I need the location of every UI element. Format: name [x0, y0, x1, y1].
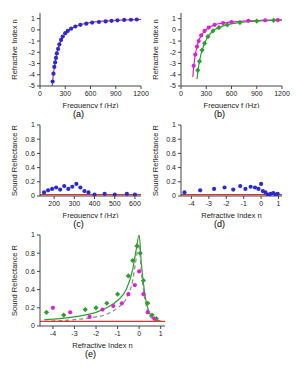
svg-text:0: 0	[172, 26, 176, 33]
svg-text:500: 500	[109, 200, 121, 207]
svg-text:0: 0	[31, 192, 35, 199]
svg-text:Refractive Index n: Refractive Index n	[72, 341, 132, 348]
svg-text:0.6: 0.6	[25, 268, 35, 275]
svg-text:0.6: 0.6	[25, 150, 35, 157]
svg-text:-1: -1	[114, 330, 120, 337]
svg-text:-4: -4	[188, 200, 194, 207]
svg-text:0.2: 0.2	[25, 304, 35, 311]
svg-text:-3: -3	[170, 60, 176, 67]
svg-text:Refractive Index n: Refractive Index n	[151, 19, 160, 79]
svg-text:1200: 1200	[274, 90, 290, 97]
html-text:(d): (d)	[214, 219, 225, 229]
svg-text:0: 0	[179, 90, 183, 97]
svg-text:-4: -4	[50, 330, 56, 337]
svg-text:1: 1	[172, 15, 176, 22]
svg-text:0: 0	[259, 200, 263, 207]
svg-text:0: 0	[172, 192, 176, 199]
svg-text:1: 1	[172, 121, 176, 128]
svg-text:0.2: 0.2	[25, 178, 35, 185]
svg-text:0.8: 0.8	[25, 136, 35, 143]
svg-text:-3: -3	[29, 60, 35, 67]
svg-text:0.2: 0.2	[166, 178, 176, 185]
svg-text:0: 0	[137, 330, 141, 337]
svg-text:-3: -3	[206, 200, 212, 207]
svg-text:0: 0	[38, 90, 42, 97]
html-text:(c): (c)	[73, 219, 84, 229]
svg-text:-2: -2	[170, 49, 176, 56]
svg-text:1: 1	[277, 200, 281, 207]
svg-text:-1: -1	[170, 38, 176, 45]
svg-text:Sound Reflectance R: Sound Reflectance R	[10, 244, 19, 315]
svg-text:600: 600	[85, 90, 97, 97]
svg-text:0.8: 0.8	[166, 136, 176, 143]
svg-text:-5: -5	[170, 82, 176, 89]
svg-text:-5: -5	[29, 82, 35, 89]
svg-text:0.4: 0.4	[166, 164, 176, 171]
svg-text:-1: -1	[29, 38, 35, 45]
svg-text:0: 0	[31, 322, 35, 329]
svg-text:-3: -3	[71, 330, 77, 337]
svg-text:0.6: 0.6	[166, 150, 176, 157]
svg-text:0: 0	[31, 26, 35, 33]
svg-text:1: 1	[159, 330, 163, 337]
svg-text:Refractive Index n: Refractive Index n	[10, 19, 19, 79]
svg-text:-2: -2	[29, 49, 35, 56]
svg-text:Frequency f (Hz): Frequency f (Hz)	[204, 101, 260, 108]
svg-text:Refractive Index n: Refractive Index n	[201, 211, 261, 218]
svg-text:0.4: 0.4	[25, 286, 35, 293]
svg-text:400: 400	[89, 200, 101, 207]
svg-text:0.4: 0.4	[25, 164, 35, 171]
svg-text:200: 200	[48, 200, 60, 207]
svg-text:-2: -2	[223, 200, 229, 207]
svg-text:1: 1	[31, 15, 35, 22]
svg-text:Sound Reflectance R: Sound Reflectance R	[151, 124, 160, 195]
svg-text:-2: -2	[93, 330, 99, 337]
svg-text:1: 1	[31, 121, 35, 128]
html-text:(a): (a)	[73, 109, 84, 119]
svg-text:1: 1	[31, 231, 35, 238]
svg-text:Frequency f (Hz): Frequency f (Hz)	[63, 101, 119, 108]
svg-text:300: 300	[59, 90, 71, 97]
svg-text:Frequency f (Hz): Frequency f (Hz)	[63, 211, 119, 218]
svg-text:-1: -1	[241, 200, 247, 207]
html-text:(b): (b)	[214, 109, 225, 119]
svg-text:-4: -4	[170, 71, 176, 78]
svg-text:-4: -4	[29, 71, 35, 78]
html-text:(e): (e)	[85, 349, 96, 359]
svg-text:Sound Reflectance R: Sound Reflectance R	[10, 124, 19, 195]
svg-text:900: 900	[251, 90, 263, 97]
svg-text:300: 300	[200, 90, 212, 97]
svg-text:600: 600	[226, 90, 238, 97]
svg-text:900: 900	[110, 90, 122, 97]
svg-text:300: 300	[68, 200, 80, 207]
svg-text:1200: 1200	[133, 90, 149, 97]
svg-text:0.8: 0.8	[25, 250, 35, 257]
svg-text:600: 600	[129, 200, 141, 207]
